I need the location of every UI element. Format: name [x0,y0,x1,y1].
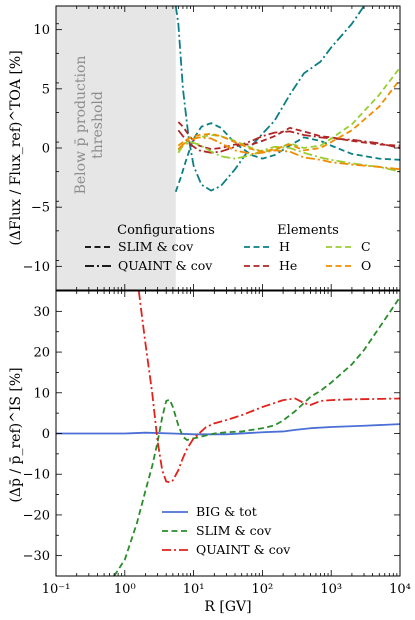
legend-label-o: O [361,258,371,273]
bottom-legend: BIG & tot SLIM & cov QUAINT & cov [162,504,291,557]
legend-label-slim-cov: SLIM & cov [118,239,194,254]
legend-label-quaint-cov: QUAINT & cov [196,542,291,557]
bottom-x-tick-label: 10⁴ [389,582,411,597]
bottom-panel: −30 −20 −10 0 10 20 30 10⁻¹ 10⁰ 10¹ 10² 10³ 10⁴ (Δp̄… [8,290,411,615]
legend-configurations-title: Configurations [117,223,215,238]
bottom-x-tick-label: 10³ [320,582,342,597]
bottom-y-tick-label: −30 [23,549,50,564]
legend-label-slim-cov: SLIM & cov [196,523,272,538]
top-y-tick-label: 5 [42,82,50,97]
top-y-tick-label: 10 [33,23,50,38]
bottom-x-tick-label: 10¹ [183,582,205,597]
bottom-y-tick-label: 20 [33,346,50,361]
top-y-tick-label: 0 [42,142,50,157]
series-line-slim-cov [113,296,400,576]
bottom-x-tick-label: 10⁻¹ [42,582,71,597]
top-legend: Configurations Elements SLIM & cov QUAINT… [85,223,371,273]
bottom-y-tick-label: 0 [42,427,50,442]
series-line-o-slim-cov [177,78,400,153]
bottom-plot-frame [55,290,401,577]
x-axis-label: R [GV] [204,599,251,615]
bottom-y-axis-label: (Δp̄ / p̄_ref)^IS [%] [8,367,24,502]
legend-label-he: He [279,258,297,273]
top-y-tick-label: −10 [23,260,50,275]
top-plot-frame [55,5,401,291]
top-y-axis-label: (ΔFlux / Flux_ref)^TOA [%] [8,50,24,245]
legend-label-c: C [361,239,371,254]
series-line-h-slim-cov [174,122,400,193]
legend-label-big-tot: BIG & tot [196,504,257,519]
bottom-y-tick-label: 30 [33,305,50,320]
legend-label-quaint-cov: QUAINT & cov [118,258,213,273]
legend-label-h: H [279,239,290,254]
shade-label-line1: Below p̄ production [73,56,89,195]
series-line-he-quaint-cov [177,129,400,154]
series-line-o-quaint-cov [177,136,400,171]
top-y-tick-label: −5 [31,201,50,216]
bottom-y-tick-label: −20 [23,508,50,523]
legend-elements-title: Elements [277,223,339,238]
bottom-y-tick-label: 10 [33,386,50,401]
bottom-x-tick-label: 10² [252,582,274,597]
below-threshold-shade [56,6,176,290]
bottom-x-tick-label: 10⁰ [114,582,136,597]
series-line-c-quaint-cov [177,141,400,173]
series-line-big-tot [56,423,400,436]
bottom-y-tick-label: −10 [23,468,50,483]
shade-label-line2: threshold [90,91,106,159]
series-line-quaint-cov [137,291,400,484]
